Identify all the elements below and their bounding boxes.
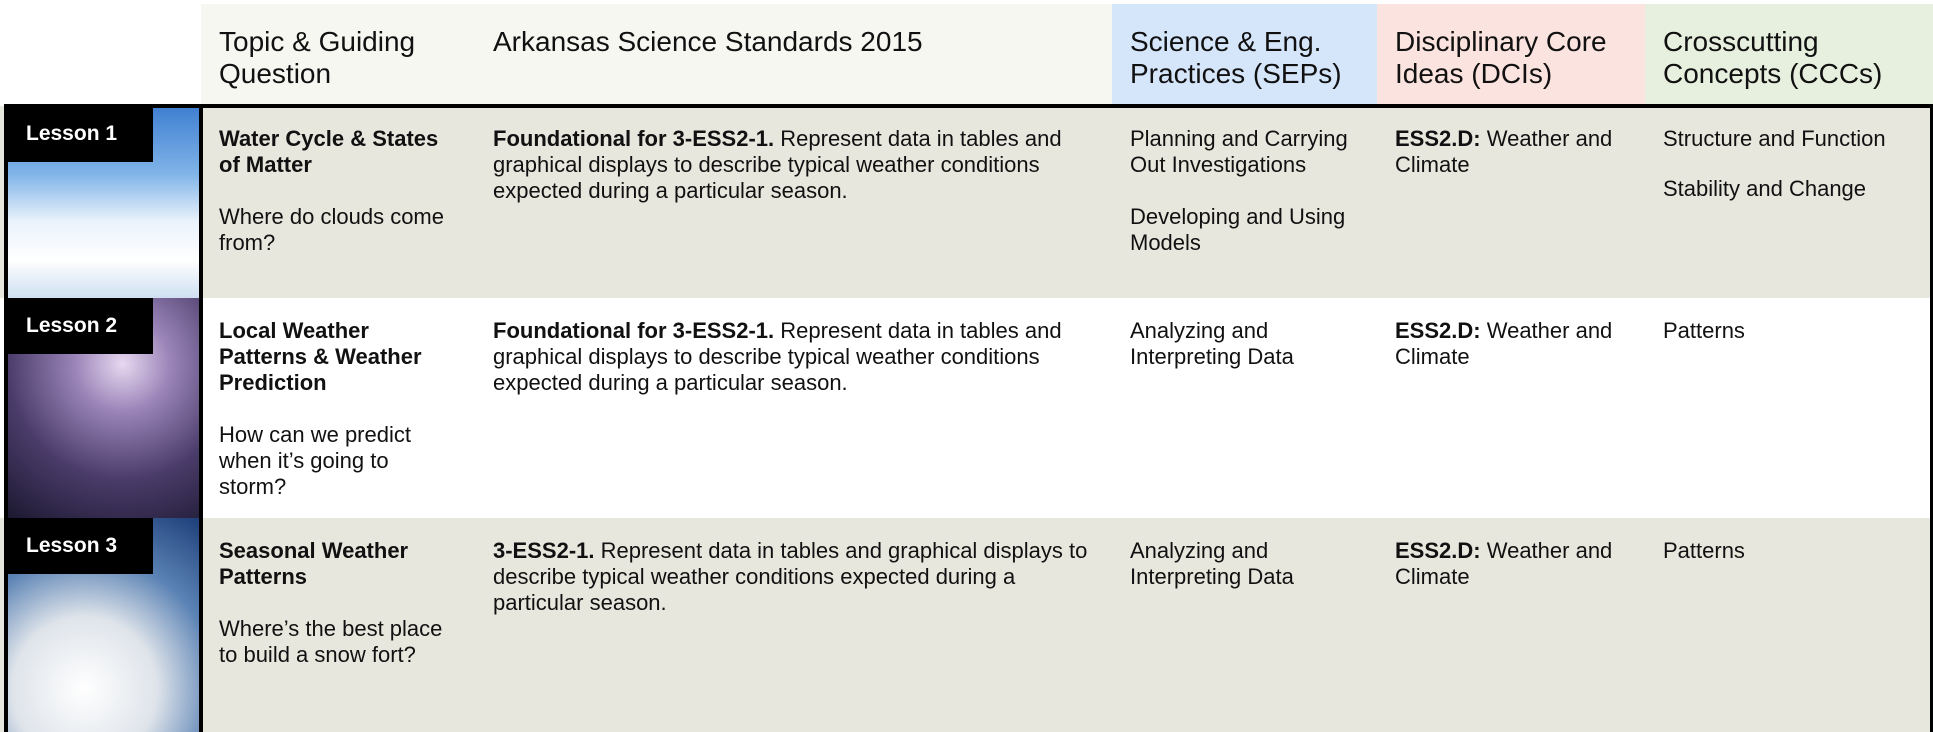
guiding-question: Where’s the best place to build a snow f… [219,616,443,667]
lesson-row: Lesson 3 Seasonal Weather Patterns Where’s… [0,518,1933,732]
dci-code: ESS2.D: [1395,126,1481,151]
lesson-label: Lesson 1 [8,106,153,162]
topic-cell: Water Cycle & States of Matter Where do c… [201,106,475,282]
ccc-item: Structure and Function [1663,126,1886,151]
sep-item: Developing and Using Models [1130,204,1346,255]
dci: ESS2.D: Weather and Climate [1395,538,1627,590]
dci-cell: ESS2.D: Weather and Climate [1377,518,1645,616]
header-gutter [0,4,201,106]
topic-cell: Local Weather Patterns & Weather Predict… [201,298,475,526]
sep-item: Analyzing and Interpreting Data [1130,318,1294,369]
standard: Foundational for 3-ESS2-1. Represent dat… [493,318,1094,396]
column-header: Crosscutting Concepts (CCCs) [1645,4,1933,106]
topic-title: Water Cycle & States of Matter [219,126,439,177]
ccc-item: Stability and Change [1663,176,1867,201]
dci-code: ESS2.D: [1395,538,1481,563]
standard-text: Represent data in tables and graphical d… [493,318,1062,395]
dci-text: Weather and Climate [1395,538,1613,589]
lesson-label: Lesson 3 [8,518,153,574]
standard-text: Represent data in tables and graphical d… [493,538,1088,615]
standard: 3-ESS2-1. Represent data in tables and g… [493,538,1094,616]
lesson-row: Lesson 1 Water Cycle & States of Matter Wh… [0,106,1933,298]
standard: Foundational for 3-ESS2-1. Represent dat… [493,126,1094,204]
standard-code: Foundational for 3-ESS2-1. [493,126,775,151]
sep-cell: Analyzing and Interpreting Data [1112,518,1377,616]
dci-text: Weather and Climate [1395,126,1613,177]
ccc-item: Patterns [1663,538,1745,563]
dci: ESS2.D: Weather and Climate [1395,126,1627,178]
standard-code: Foundational for 3-ESS2-1. [493,318,775,343]
column-header: Arkansas Science Standards 2015 [475,4,1112,106]
sep-cell: Analyzing and Interpreting Data [1112,298,1377,396]
ccc-cell: Patterns [1645,518,1933,588]
topic-title: Local Weather Patterns & Weather Predict… [219,318,422,395]
ccc-cell: Patterns [1645,298,1933,368]
sep-item: Planning and Carrying Out Investigations [1130,126,1348,177]
lesson-label: Lesson 2 [8,298,153,354]
dci-cell: ESS2.D: Weather and Climate [1377,106,1645,204]
ccc-item: Patterns [1663,318,1745,343]
ccc-cell: Structure and Function Stability and Chan… [1645,106,1933,226]
standard-cell: Foundational for 3-ESS2-1. Represent dat… [475,106,1112,230]
standard-text: Represent data in tables and graphical d… [493,126,1062,203]
standard-code: 3-ESS2-1. [493,538,595,563]
column-header: Science & Eng. Practices (SEPs) [1112,4,1377,106]
dci-text: Weather and Climate [1395,318,1613,369]
standard-cell: 3-ESS2-1. Represent data in tables and g… [475,518,1112,642]
standard-cell: Foundational for 3-ESS2-1. Represent dat… [475,298,1112,422]
column-header: Disciplinary Core Ideas (DCIs) [1377,4,1645,106]
topic-cell: Seasonal Weather Patterns Where’s the bes… [201,518,475,694]
guiding-question: How can we predict when it’s going to st… [219,422,411,499]
dci-code: ESS2.D: [1395,318,1481,343]
guiding-question: Where do clouds come from? [219,204,444,255]
column-header: Topic & Guiding Question [201,4,475,106]
dci: ESS2.D: Weather and Climate [1395,318,1627,370]
dci-cell: ESS2.D: Weather and Climate [1377,298,1645,396]
lesson-row: Lesson 2 Local Weather Patterns & Weather… [0,298,1933,518]
sep-cell: Planning and Carrying Out Investigations… [1112,106,1377,282]
sep-item: Analyzing and Interpreting Data [1130,538,1294,589]
topic-title: Seasonal Weather Patterns [219,538,409,589]
